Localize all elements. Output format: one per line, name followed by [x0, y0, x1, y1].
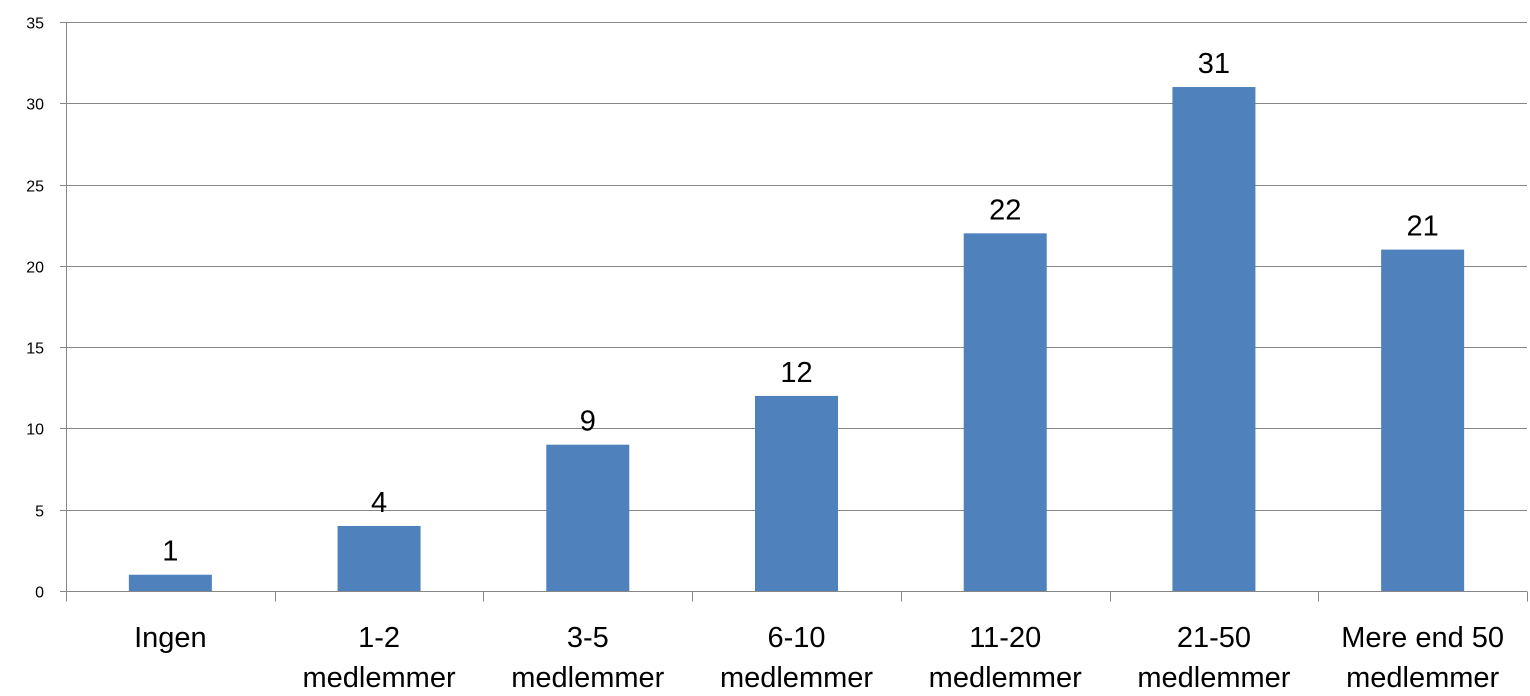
y-tick-label: 25 [26, 179, 44, 196]
y-tick-label: 5 [35, 504, 44, 521]
y-tick-label: 35 [26, 16, 44, 33]
data-label: 21 [1407, 211, 1439, 243]
gridlines [66, 22, 1527, 511]
x-tick-label: medlemmer [929, 662, 1082, 694]
bars [128, 87, 1465, 592]
y-tick-label: 0 [35, 585, 44, 602]
bar [337, 525, 421, 591]
y-tick-label: 20 [26, 260, 44, 277]
bar [1381, 249, 1465, 591]
bar [963, 233, 1047, 592]
x-tick-label: 11-20 [969, 622, 1041, 654]
data-label: 31 [1198, 48, 1230, 80]
y-tick-label: 30 [26, 97, 44, 114]
x-tick-label: 3-5 [567, 622, 609, 654]
bar [755, 395, 838, 591]
x-tick-label: Mere end 50 [1341, 622, 1504, 654]
bar [546, 444, 630, 591]
x-tick-label: 1-2 [358, 622, 400, 654]
labels: 0 5 10 15 20 25 30 35 1 Ingen 4 1-2 medlemmer 9 3-5 med… [26, 16, 1504, 695]
x-tick-label: Ingen [134, 622, 207, 654]
bar [1172, 87, 1256, 592]
data-label: 22 [989, 194, 1021, 226]
data-label: 1 [162, 536, 178, 568]
x-tick-label: medlemmer [1137, 662, 1290, 694]
x-tick-label: 21-50 [1177, 622, 1251, 654]
x-tick-label: medlemmer [720, 662, 873, 694]
x-tick-label: 6-10 [767, 622, 825, 654]
y-tick-label: 15 [26, 341, 44, 358]
x-tick-label: medlemmer [1346, 662, 1499, 694]
axes [60, 22, 1528, 602]
data-label: 12 [780, 357, 812, 389]
bar [128, 574, 212, 591]
data-label: 4 [371, 487, 387, 519]
data-label: 9 [580, 406, 596, 438]
y-tick-label: 10 [26, 422, 44, 439]
x-tick-label: medlemmer [511, 662, 664, 694]
x-tick-label: medlemmer [303, 662, 456, 694]
